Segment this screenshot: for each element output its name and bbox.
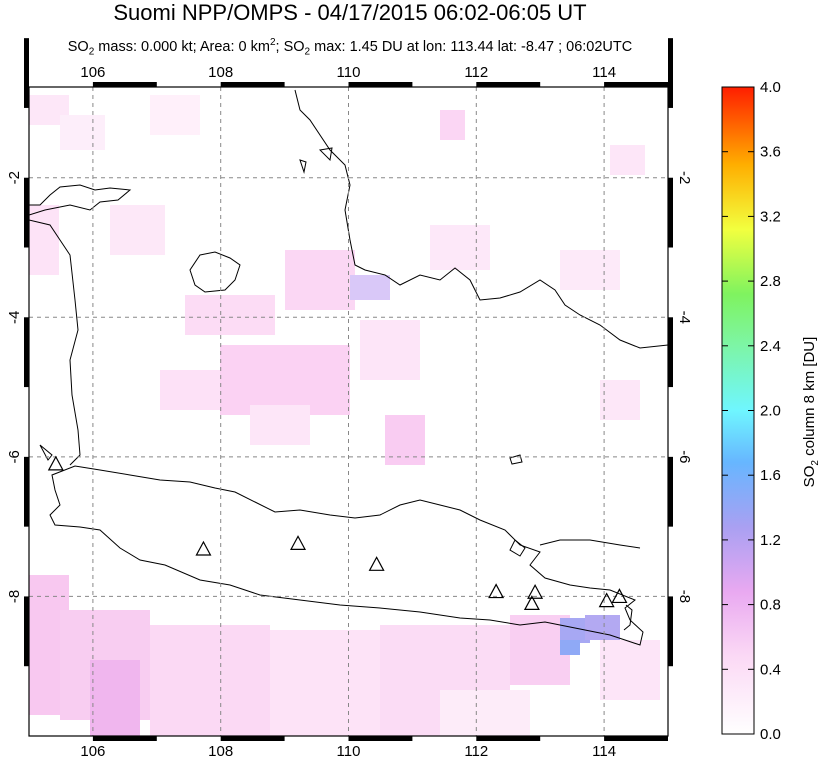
colorbar-tick-label: 2.0	[760, 403, 781, 420]
subtitle-so2-sub: 2	[88, 46, 95, 58]
subtitle-max-info: max: 1.45 DU at lon: 113.44 lat: -8.47 ;…	[310, 38, 633, 55]
volcano-marker	[598, 592, 615, 608]
frame-bar-right	[668, 596, 673, 667]
y-tick-label-left: -6	[6, 450, 23, 463]
grid-lines	[29, 87, 668, 736]
colorbar-tick-label: 4.0	[760, 79, 781, 96]
map-title: Suomi NPP/OMPS - 04/17/2015 06:02-06:05 …	[113, 0, 587, 25]
volcano-marker	[523, 595, 540, 611]
axis-labels: 106 106 108 108 110 110 112 112 114 114 -2 -2 -4 -4 -6…	[6, 64, 693, 759]
x-tick-label-bottom: 106	[80, 743, 105, 759]
x-tick-label-bottom: 108	[208, 743, 233, 759]
colorbar-label-units: column 8 km [DU]	[801, 337, 818, 460]
axis-bars	[24, 38, 673, 741]
colorbar-label: SO2 column 8 km [DU]	[801, 337, 821, 488]
map-subtitle: SO2 mass: 0.000 kt; Area: 0 km2; SO2 max…	[0, 34, 700, 62]
frame-bar-bottom	[348, 736, 413, 741]
colorbar-tick-label: 1.2	[760, 532, 781, 549]
y-tick-label-right: -4	[676, 311, 693, 324]
frame-bar-bottom	[476, 736, 541, 741]
colorbar-tick-label: 2.4	[760, 338, 781, 355]
subtitle-so2-prefix-2: ; SO	[275, 38, 305, 55]
x-tick-label-bottom: 114	[592, 743, 616, 759]
volcano-marker	[488, 583, 505, 599]
colorbar-tick-label: 2.8	[760, 273, 781, 290]
colorbar-tick-label: 3.2	[760, 208, 781, 225]
volcano-marker	[527, 583, 544, 599]
colorbar-label-sub: 2	[810, 460, 821, 466]
x-tick-label-top: 108	[208, 64, 233, 81]
y-tick-label-right: -8	[676, 590, 693, 603]
x-tick-label-top: 106	[80, 64, 105, 81]
frame-bar-top	[220, 82, 285, 87]
frame-bar-top	[476, 82, 541, 87]
colorbar-tick-label: 1.6	[760, 467, 781, 484]
colorbar-tick-label: 0.8	[760, 597, 781, 614]
frame-bar-bottom	[92, 736, 157, 741]
x-tick-label-top: 112	[464, 64, 488, 81]
frame-bar-top	[348, 82, 413, 87]
so2-pixels	[29, 95, 660, 736]
colorbar-label-so2: SO	[801, 466, 818, 488]
frame-bar-right	[668, 456, 673, 527]
subtitle-mass-area: mass: 0.000 kt; Area: 0 km	[94, 38, 270, 55]
volcano-marker	[290, 535, 307, 550]
x-tick-label-top: 110	[337, 64, 361, 81]
x-tick-label-top: 114	[592, 64, 616, 81]
frame-bar-left	[24, 38, 29, 108]
colorbar-tick-label: 0.4	[760, 661, 781, 678]
y-tick-label-right: -6	[676, 450, 693, 463]
volcano-marker	[195, 540, 212, 556]
frame-bar-top	[92, 82, 157, 87]
colorbar-tick-label: 3.6	[760, 144, 781, 161]
x-tick-label-bottom: 110	[337, 743, 361, 759]
y-tick-label-left: -2	[6, 171, 23, 184]
y-tick-label-right: -2	[676, 171, 693, 184]
volcano-marker	[368, 556, 385, 571]
frame-bar-right	[668, 38, 673, 108]
frame-bar-bottom	[220, 736, 285, 741]
colorbar-ticks: 4.0 3.6 3.2 2.8 2.4 2.0 1.6 1.2 0.8 0.4 0.0	[722, 79, 781, 743]
frame-bar-left	[24, 456, 29, 527]
subtitle-km-sup: 2	[269, 37, 276, 48]
y-tick-label-left: -8	[6, 590, 23, 603]
x-tick-label-bottom: 112	[464, 743, 488, 759]
frame-bar-left	[24, 317, 29, 388]
coastlines	[29, 89, 668, 646]
volcano-markers	[47, 455, 628, 611]
colorbar-tick-label: 0.0	[760, 726, 781, 743]
volcano-marker	[47, 455, 64, 471]
subtitle-so2-sub-2: 2	[304, 46, 311, 58]
volcano-marker	[611, 588, 628, 604]
frame-bar-right	[668, 177, 673, 248]
y-tick-label-left: -4	[6, 311, 23, 324]
frame-bar-right	[668, 317, 673, 388]
frame-bar-bottom	[604, 736, 668, 741]
frame-bar-top	[604, 82, 668, 87]
frame-bar-left	[24, 177, 29, 248]
frame-bar-left	[24, 596, 29, 667]
subtitle-so2-prefix: SO	[67, 38, 89, 55]
